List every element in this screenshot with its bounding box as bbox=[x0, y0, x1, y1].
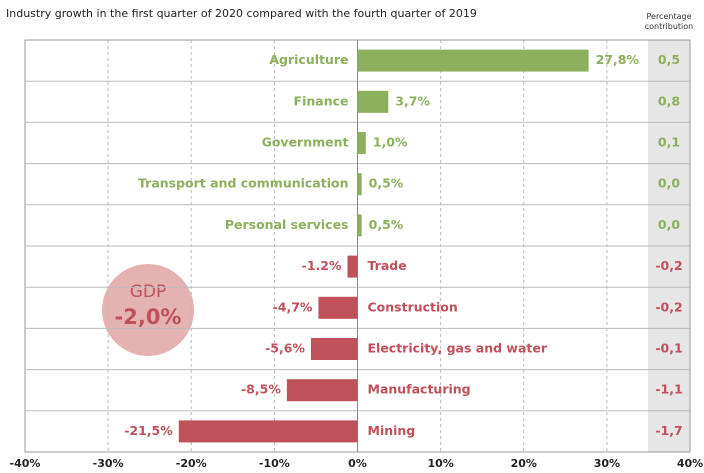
category-label: Transport and communication bbox=[138, 176, 348, 191]
chart-title: Industry growth in the first quarter of … bbox=[6, 7, 477, 20]
category-label: Personal services bbox=[225, 217, 349, 232]
contribution-label: -1,7 bbox=[655, 423, 682, 438]
category-label: Government bbox=[262, 135, 349, 150]
category-label: Trade bbox=[368, 258, 407, 273]
contribution-label: 0,0 bbox=[658, 217, 680, 232]
category-label: Agriculture bbox=[269, 52, 348, 67]
bar bbox=[310, 338, 358, 360]
contribution-label: -0,2 bbox=[655, 299, 682, 314]
bar bbox=[318, 296, 358, 319]
bar bbox=[347, 255, 358, 278]
bar bbox=[357, 49, 589, 72]
x-tick-label: -20% bbox=[176, 457, 207, 470]
value-label: -8,5% bbox=[241, 382, 281, 397]
category-label: Finance bbox=[294, 93, 349, 108]
contribution-title: Percentage contribution bbox=[645, 12, 693, 31]
contribution-label: 0,1 bbox=[658, 135, 680, 150]
value-label: -1.2% bbox=[302, 258, 342, 273]
value-label: 1,0% bbox=[373, 135, 408, 150]
value-label: 3,7% bbox=[395, 93, 430, 108]
value-label: 0,5% bbox=[369, 217, 404, 232]
contribution-label: -0,1 bbox=[655, 341, 682, 356]
category-label: Mining bbox=[368, 423, 416, 438]
x-tick-label: 30% bbox=[594, 457, 620, 470]
category-label: Manufacturing bbox=[368, 382, 471, 397]
value-label: -21,5% bbox=[124, 423, 173, 438]
x-tick-label: 40% bbox=[677, 457, 703, 470]
contribution-label: 0,5 bbox=[658, 52, 680, 67]
x-tick-label: -40% bbox=[10, 457, 41, 470]
bar bbox=[178, 420, 358, 443]
contribution-label: 0,8 bbox=[658, 93, 680, 108]
value-label: 0,5% bbox=[369, 176, 404, 191]
bar bbox=[357, 90, 389, 113]
x-tick-label: 10% bbox=[427, 457, 453, 470]
gdp-label: GDP bbox=[130, 282, 167, 302]
x-tick-label: 20% bbox=[511, 457, 537, 470]
category-label: Construction bbox=[368, 299, 458, 314]
value-label: 27,8% bbox=[596, 52, 640, 67]
bar bbox=[357, 214, 362, 237]
bar bbox=[357, 173, 362, 196]
contribution-label: 0,0 bbox=[658, 176, 680, 191]
gdp-value: -2,0% bbox=[115, 305, 182, 329]
x-tick-label: -10% bbox=[259, 457, 290, 470]
x-tick-label: -30% bbox=[93, 457, 124, 470]
contribution-label: -0,2 bbox=[655, 258, 682, 273]
x-tick-label: 0% bbox=[348, 457, 367, 470]
bar bbox=[286, 379, 358, 402]
contribution-title-line: Percentage bbox=[646, 12, 691, 21]
contribution-label: -1,1 bbox=[655, 382, 682, 397]
contribution-title-line: contribution bbox=[645, 22, 693, 31]
value-label: -5,6% bbox=[265, 341, 305, 356]
bar bbox=[357, 132, 366, 154]
value-label: -4,7% bbox=[273, 299, 313, 314]
category-label: Electricity, gas and water bbox=[368, 341, 548, 356]
